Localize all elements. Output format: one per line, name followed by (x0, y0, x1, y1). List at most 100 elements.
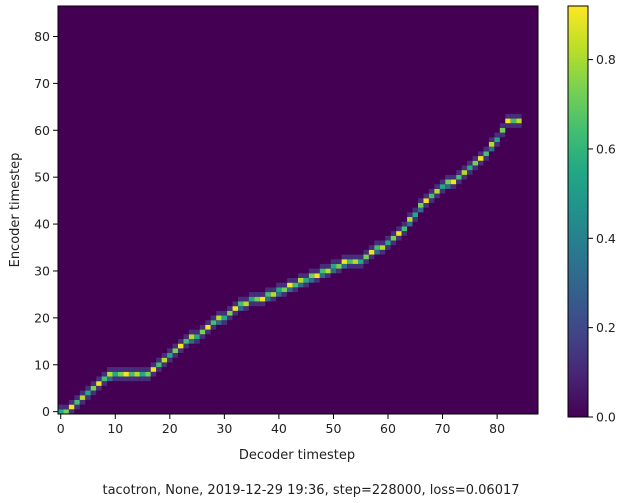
heatmap-cell (128, 371, 135, 377)
heatmap-cell (205, 320, 211, 325)
heatmap-cell (412, 217, 418, 222)
heatmap-cell (58, 404, 64, 410)
heatmap-cell (183, 343, 189, 349)
heatmap-cell (319, 263, 326, 269)
y-tick-label: 30 (34, 263, 50, 278)
heatmap-cell (439, 188, 446, 194)
heatmap-cell (167, 357, 173, 363)
heatmap-cell (516, 118, 522, 124)
heatmap-cell (150, 367, 157, 372)
heatmap-cell (134, 376, 140, 382)
heatmap-cell (319, 273, 326, 278)
plot-frame (57, 5, 539, 415)
heatmap-cell (308, 273, 315, 278)
heatmap-cell (172, 353, 178, 358)
heatmap-cell (494, 142, 500, 147)
heatmap-cell (276, 282, 282, 288)
heatmap-cell (161, 362, 168, 368)
heatmap-cell (139, 367, 146, 372)
heatmap-cell (161, 357, 168, 363)
x-tick-label: 60 (380, 421, 396, 436)
colorbar-ticks: 0.0 0.2 0.4 0.6 0.8 (588, 52, 616, 425)
heatmap-cell (439, 184, 446, 189)
heatmap-cell (483, 146, 489, 152)
heatmap-cell (281, 287, 288, 293)
heatmap-cell (96, 376, 102, 382)
heatmap-cell (74, 404, 80, 410)
heatmap-cell (336, 259, 342, 264)
heatmap-cell (287, 282, 293, 288)
heatmap-cell (118, 371, 124, 377)
heatmap-cell (407, 221, 413, 227)
heatmap-cell (128, 376, 135, 382)
heatmap-cell (450, 184, 457, 189)
heatmap-cell (232, 301, 238, 307)
heatmap-cell (112, 371, 118, 377)
heatmap-cell (178, 343, 184, 349)
heatmap-cell (281, 282, 288, 288)
heatmap-cell (178, 348, 184, 354)
heatmap-cell (156, 367, 162, 372)
heatmap-cell (238, 301, 244, 307)
heatmap-cell (139, 371, 146, 377)
heatmap-cell (150, 362, 157, 368)
y-tick-label: 20 (34, 310, 50, 325)
heatmap-cell (368, 249, 375, 255)
heatmap-cell (423, 202, 429, 208)
x-tick-label: 40 (271, 421, 287, 436)
heatmap-cell (401, 231, 408, 236)
heatmap-cell (303, 273, 309, 278)
heatmap-cell (194, 338, 200, 344)
heatmap-cell (210, 315, 217, 321)
heatmap-cell (336, 268, 342, 274)
heatmap-cell (434, 188, 440, 194)
heatmap-cell (188, 334, 195, 339)
heatmap-cell (90, 390, 97, 396)
heatmap-cell (221, 320, 228, 325)
y-tick-label: 0 (42, 404, 50, 419)
heatmap-cell (494, 137, 500, 142)
heatmap-cell (145, 367, 151, 372)
heatmap-cell (456, 179, 462, 185)
heatmap-cell (74, 395, 80, 400)
heatmap-cell (347, 259, 353, 264)
heatmap-cell (188, 338, 195, 344)
heatmap-cell (205, 329, 211, 335)
colorbar-tick-label: 0.0 (596, 410, 616, 425)
heatmap-cell (281, 292, 288, 297)
heatmap-cell (259, 296, 266, 302)
heatmap-cell (101, 381, 108, 386)
heatmap-cell (178, 338, 184, 344)
heatmap-cell (79, 390, 86, 396)
heatmap-cell (298, 278, 304, 283)
colorbar-tick-label: 0.4 (596, 231, 616, 246)
heatmap-cell (499, 132, 506, 138)
heatmap-cell (79, 395, 86, 400)
heatmap-cell (336, 263, 342, 269)
heatmap-cell (428, 188, 435, 194)
heatmap-cell (363, 259, 369, 264)
heatmap-cell (123, 371, 129, 377)
colorbar-frame (567, 5, 589, 418)
heatmap-cell (90, 385, 97, 391)
colorbar (568, 6, 588, 417)
x-axis: 0 10 20 30 40 50 60 70 80 (57, 414, 505, 436)
heatmap-cell (292, 278, 298, 283)
heatmap-cell (145, 376, 151, 382)
heatmap-cell (396, 231, 402, 236)
heatmap-cell (199, 329, 206, 335)
heatmap-cell (445, 184, 451, 189)
heatmap-cell (374, 245, 380, 250)
y-axis-label: Encoder timestep (8, 153, 23, 268)
heatmap-cell (85, 395, 91, 400)
heatmap-cell (112, 376, 118, 382)
heatmap-cell (478, 160, 484, 166)
heatmap-cell (156, 357, 162, 363)
heatmap-cell (63, 404, 69, 410)
heatmap-cell (172, 343, 178, 349)
heatmap-cell (96, 385, 102, 391)
y-tick-label: 10 (34, 357, 50, 372)
heatmap-cell (172, 348, 178, 354)
heatmap-cell (358, 263, 364, 269)
